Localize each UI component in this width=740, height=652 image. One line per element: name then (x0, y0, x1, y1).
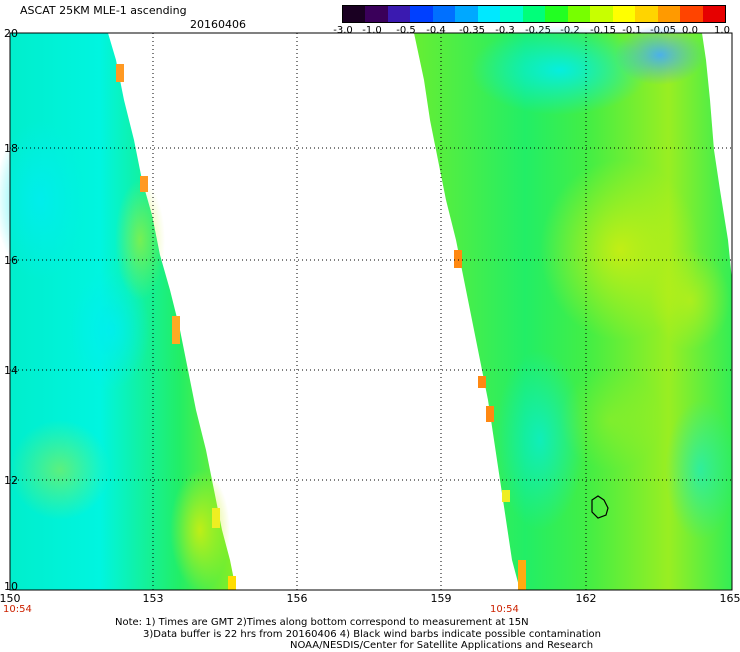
y-tick-12: 12 (4, 474, 18, 487)
time-label-left: 10:54 (3, 604, 32, 615)
x-tick-156: 156 (287, 592, 308, 605)
x-tick-162: 162 (576, 592, 597, 605)
note-line-1: Note: 1) Times are GMT 2)Times along bot… (115, 617, 529, 629)
x-tick-labels: 150 153 156 159 162 165 (0, 592, 740, 605)
y-tick-18: 18 (4, 142, 18, 155)
left-swath (0, 33, 236, 590)
x-tick-159: 159 (431, 592, 452, 605)
x-tick-153: 153 (143, 592, 164, 605)
y-tick-16: 16 (4, 254, 18, 267)
credit-line: NOAA/NESDIS/Center for Satellite Applica… (290, 640, 593, 652)
y-tick-20: 20 (4, 27, 18, 40)
time-label-right: 10:54 (490, 604, 519, 615)
right-swath (414, 25, 735, 590)
y-tick-10: 10 (4, 580, 18, 593)
x-tick-165: 165 (720, 592, 740, 605)
y-tick-14: 14 (4, 364, 18, 377)
